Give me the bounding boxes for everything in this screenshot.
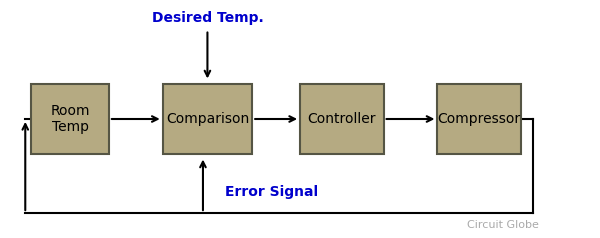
FancyBboxPatch shape <box>163 84 252 154</box>
Text: Room
Temp: Room Temp <box>50 104 90 134</box>
Text: Compressor: Compressor <box>437 112 521 126</box>
FancyBboxPatch shape <box>300 84 383 154</box>
Text: Error Signal: Error Signal <box>226 185 319 199</box>
FancyBboxPatch shape <box>437 84 521 154</box>
Text: Circuit Globe: Circuit Globe <box>467 219 539 230</box>
Text: Desired Temp.: Desired Temp. <box>152 11 263 25</box>
Text: Controller: Controller <box>308 112 376 126</box>
Text: Comparison: Comparison <box>166 112 249 126</box>
FancyBboxPatch shape <box>31 84 109 154</box>
